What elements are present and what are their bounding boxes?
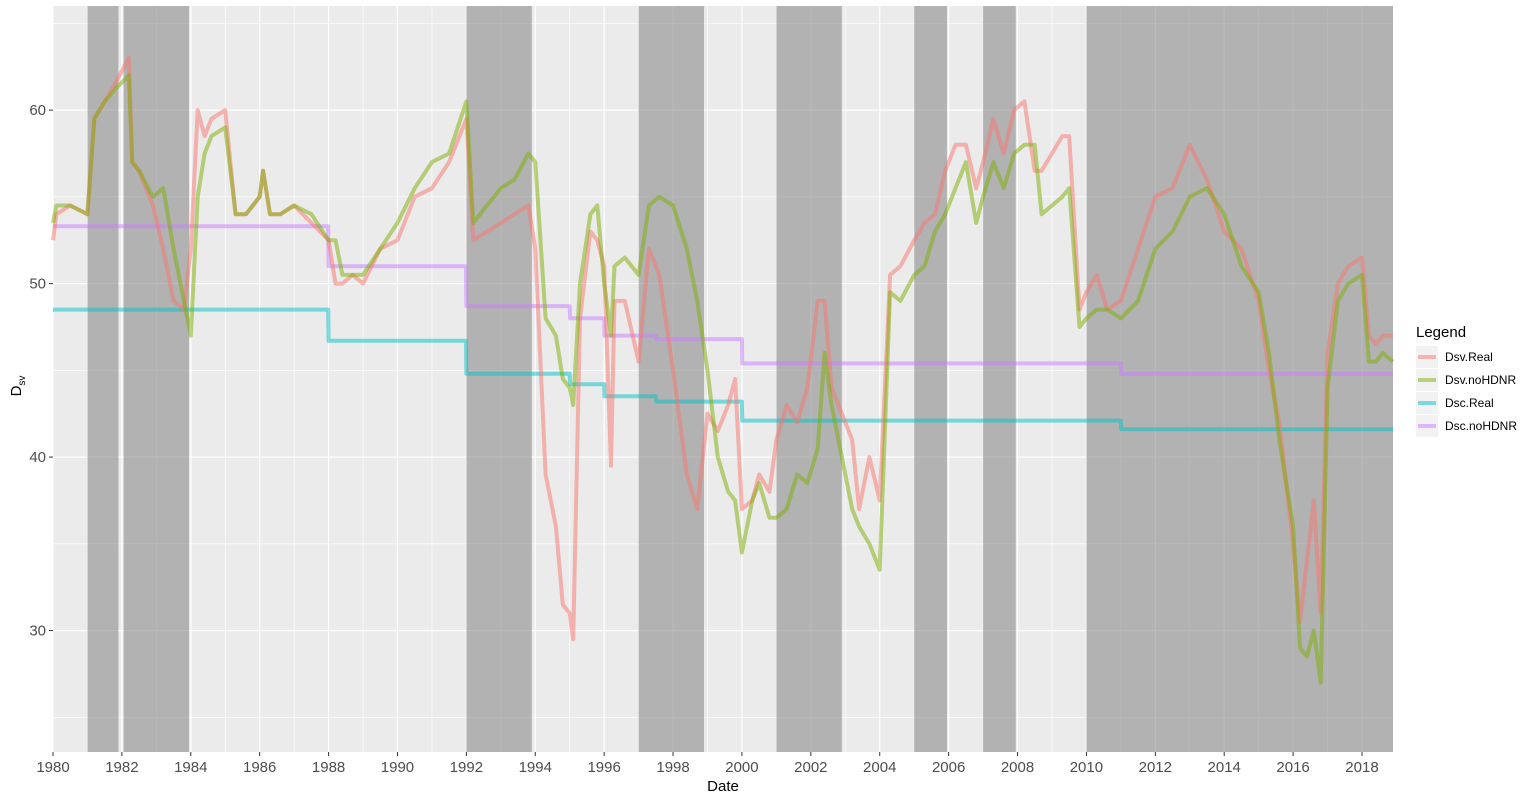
y-axis-title-main: D [8,385,25,396]
x-tick-label: 1998 [656,759,689,776]
x-tick-label: 2000 [725,759,758,776]
x-axis-title: Date [707,778,739,795]
legend-label: Dsc.Real [1445,396,1494,410]
x-tick-label: 1990 [381,759,414,776]
legend-label: Dsv.noHDNR [1445,373,1516,387]
y-tick-label: 50 [29,276,46,293]
x-tick-label: 1980 [36,759,69,776]
shaded-period [123,6,190,752]
x-tick-label: 2006 [932,759,965,776]
legend-label: Dsc.noHDNR [1445,419,1517,433]
x-tick-label: 2016 [1276,759,1309,776]
shaded-period [466,6,532,752]
shaded-period [638,6,705,752]
y-tick-label: 40 [29,449,46,466]
shaded-period [87,6,119,752]
series-line-dsc-real [53,307,1393,432]
shaded-period [1086,6,1393,752]
y-axis: 30 40 50 60 [29,102,53,640]
x-tick-label: 1986 [243,759,276,776]
x-tick-label: 2002 [794,759,827,776]
legend-label: Dsv.Real [1445,350,1493,364]
shaded-periods [87,6,1393,752]
x-tick-label: 1992 [450,759,483,776]
x-tick-label: 2018 [1345,759,1378,776]
x-axis: 1980 1982 1984 1986 1988 1990 1992 1994 1996 1998… [36,752,1379,776]
y-axis-title: Dsv [8,376,28,397]
x-tick-label: 2008 [1001,759,1034,776]
x-tick-label: 2010 [1070,759,1103,776]
series-lines [51,56,1395,685]
y-tick-label: 60 [29,102,46,119]
legend: Legend Dsv.Real Dsv.noHDNR Dsc.Real Dsc.noH… [1416,324,1517,437]
x-tick-label: 2004 [863,759,896,776]
series-line-dsv-nohdnr [51,73,1395,685]
shaded-period [914,6,947,752]
x-tick-label: 2012 [1139,759,1172,776]
x-tick-label: 1996 [587,759,620,776]
x-tick-label: 1988 [312,759,345,776]
y-tick-label: 30 [29,623,46,640]
legend-title: Legend [1416,324,1466,341]
x-tick-label: 1984 [174,759,207,776]
x-tick-label: 1994 [519,759,552,776]
y-axis-title-subscript: sv [17,376,28,386]
x-tick-label: 1982 [105,759,138,776]
x-tick-label: 2014 [1208,759,1241,776]
